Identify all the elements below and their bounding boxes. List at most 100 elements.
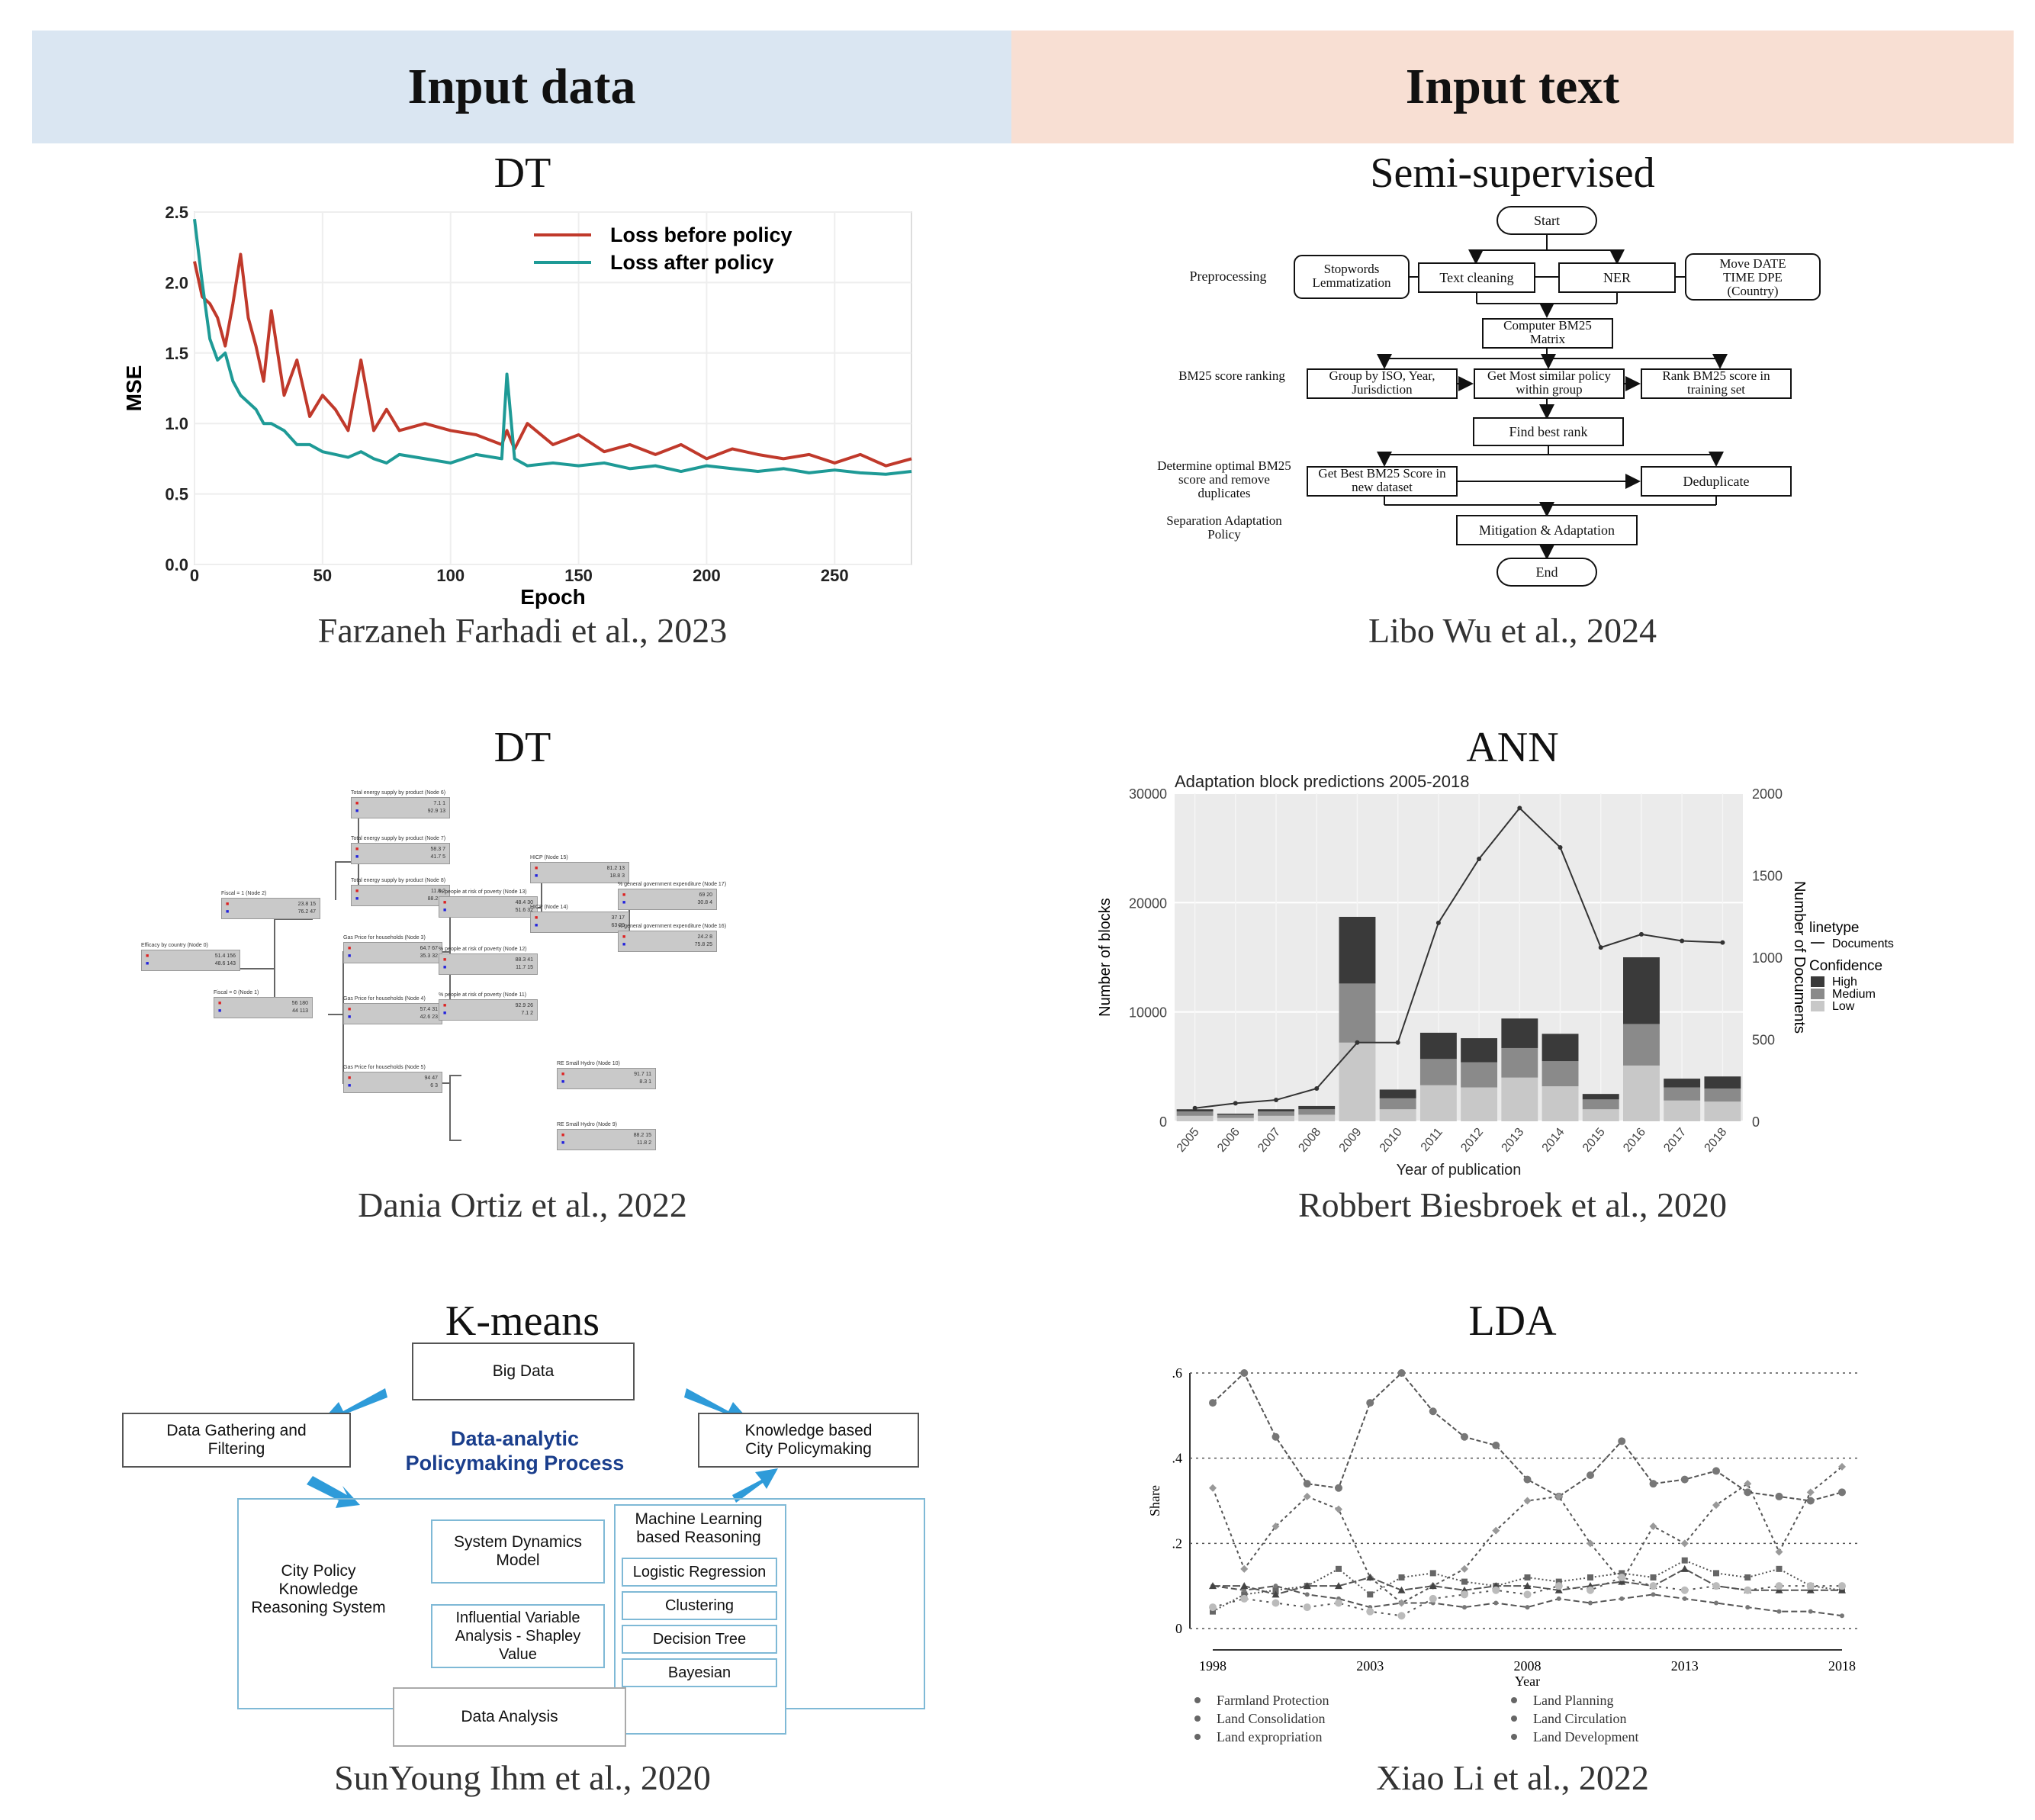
tree-node-row: ■ 8.3 1 [561,1079,651,1085]
tree-node-row: ■ 11.8 2 [355,889,445,894]
citation-wu: Libo Wu et al., 2024 [1368,611,1657,650]
ann-bar-low [1664,1100,1701,1121]
tree-node-row: ■ 51.4 156 [146,953,236,959]
tree-node-label: HICP (Node 15) [530,855,568,860]
lda-point [1712,1501,1720,1510]
lda-point [1303,1582,1311,1590]
ann-documents-point [1720,940,1725,945]
lda-point [1492,1441,1500,1449]
lda-point [1398,1574,1405,1580]
tree-node-label: Efficacy by country (Node 0) [141,943,208,948]
header-input-data: Input data [32,31,1011,143]
tree-node-row: ■ 23.8 15 [226,902,316,907]
flow-mitigation-label: Mitigation & Adaptation [1479,523,1615,538]
lda-xlabel: Year [1515,1674,1540,1689]
ann-bar-high [1461,1038,1498,1063]
ann-bar-medium [1258,1111,1294,1116]
lda-point [1713,1570,1719,1577]
ann-documents-point [1314,1086,1320,1091]
tree-node-row: ■ 64.7 67 [348,946,438,951]
tree-node: RE Small Hydro (Node 9) ■ 88.2 15 ■ 11.8 2 [557,1122,656,1150]
ann-y2tick-label: 1000 [1752,950,1783,966]
loss-legend-label: Loss after policy [610,251,774,274]
ann-legend-linetype-title: linetype [1809,920,1860,936]
lda-legend-marker [1511,1734,1517,1740]
lda-point [1240,1564,1249,1573]
ann-legend-confidence-item: High [1832,976,1857,989]
tree-node-row: ■ 37 17 [535,915,625,921]
loss-xtick-label: 150 [564,566,593,585]
ann-documents-point [1680,938,1685,944]
lda-point [1210,1608,1216,1615]
lda-point [1335,1505,1342,1513]
lda-point [1240,1594,1249,1603]
lda-point [1651,1592,1656,1597]
tree-node: Efficacy by country (Node 0) ■ 51.4 156 ■ … [141,943,240,971]
ann-bar-medium [1623,1024,1660,1066]
ann-documents-point [1395,1040,1400,1045]
ann-documents-point [1355,1040,1360,1045]
lda-point [1806,1582,1815,1590]
ann-bar-low [1704,1101,1741,1121]
lda-point [1680,1475,1689,1484]
lda-point [1619,1570,1625,1577]
flow-end-box [1497,558,1597,587]
lda-point [1776,1609,1782,1614]
tree-node-row: ■ 42.6 23 [348,1015,438,1020]
tree-node-label: Fiscal = 1 (Node 2) [221,891,267,896]
ann-bar-high [1582,1094,1619,1100]
lda-point [1429,1594,1437,1603]
tree-node-label: % general government expenditure (Node 1… [618,882,727,887]
lda-point [1682,1596,1687,1601]
flow-matrix-label: Computer BM25 Matrix [1503,319,1592,346]
lda-point [1588,1600,1593,1606]
system-label: City Policy Knowledge Reasoning System [251,1562,386,1616]
loss-ytick-label: 2.5 [165,203,188,222]
lda-point [1492,1586,1500,1594]
ann-bar-medium [1379,1098,1416,1110]
panel-title-semi-supervised: Semi-supervised [1370,150,1655,197]
panel-title-dt-1: DT [493,150,551,197]
arrow-icon [307,1476,360,1508]
ann-documents-point [1638,931,1644,937]
lda-point [1523,1497,1532,1505]
lda-legend-marker [1511,1697,1517,1703]
tree-node-row: ■ 11.8 2 [561,1140,651,1146]
lda-point [1554,1582,1563,1590]
lda-point [1525,1605,1530,1610]
lda-point [1429,1407,1437,1416]
method-clustering: Clustering [622,1591,777,1620]
lda-point [1838,1586,1846,1593]
lda-point [1714,1600,1718,1606]
tree-node: % people at risk of poverty (Node 13) ■ 4… [439,889,538,918]
flow-mitigation-box [1456,515,1638,545]
lda-point [1712,1467,1720,1475]
lda-point [1271,1599,1280,1607]
lda-ytick-label: .4 [1172,1451,1183,1466]
tree-node-label: Total energy supply by product (Node 8) [351,878,446,883]
lda-point [1335,1582,1342,1590]
tree-node-row: ■ 81.2 13 [535,866,625,871]
tree-node-row: ■ 92.9 13 [355,809,445,814]
ann-bar-high [1419,1032,1457,1060]
lda-series-line-0 [1212,1371,1843,1502]
lda-point [1556,1596,1561,1601]
tree-node-row: ■ 24.2 8 [622,934,712,940]
lda-point [1775,1586,1783,1593]
method-logistic: Logistic Regression [622,1558,777,1587]
lda-point [1240,1582,1249,1590]
loss-xtick-label: 100 [436,566,465,585]
loss-ytick-label: 0.5 [165,485,188,504]
loss-legend-label: Loss before policy [610,223,792,246]
tree-node: % people at risk of poverty (Node 12) ■ 8… [439,947,538,975]
loss-ytick-label: 1.0 [165,414,188,433]
lda-point [1461,1590,1468,1599]
loss-ylabel: MSE [122,365,146,412]
tree-node-label: HICP (Node 14) [530,905,568,910]
lda-point [1271,1433,1280,1441]
tree-node-label: Gas Price for households (Node 3) [343,935,426,941]
lda-point [1240,1369,1249,1377]
citation-ihm: SunYoung Ihm et al., 2020 [334,1758,711,1797]
tree-node-row: ■ 88.3 41 [443,957,533,963]
